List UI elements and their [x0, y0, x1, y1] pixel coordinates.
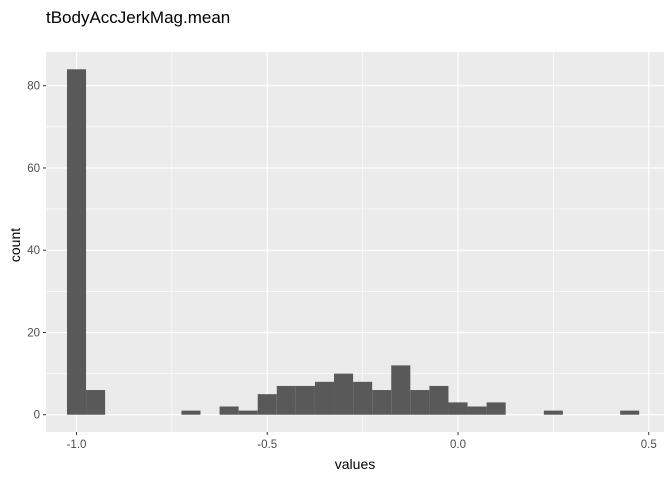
y-tick-label: 20	[27, 327, 40, 339]
histogram-bar	[66, 69, 87, 415]
histogram-bar	[238, 410, 258, 415]
histogram-bar	[467, 406, 487, 415]
x-tick-label: -1.0	[67, 439, 87, 451]
histogram-bar	[257, 394, 277, 415]
y-axis: 0 20 40 60 80	[27, 81, 46, 422]
histogram-bar	[543, 410, 563, 415]
minor-gridlines	[46, 52, 664, 432]
histogram-bar	[314, 381, 335, 415]
x-tick-label: -0.5	[257, 439, 277, 451]
histogram-bar	[391, 365, 411, 415]
y-axis-label: count	[7, 228, 23, 262]
major-gridlines	[46, 52, 664, 432]
histogram-bar	[181, 410, 201, 415]
y-tick-label: 60	[27, 163, 40, 175]
x-axis-label: values	[335, 456, 375, 472]
x-tick-label: 0.0	[450, 439, 466, 451]
x-tick-label: 0.5	[641, 439, 657, 451]
histogram-bar	[353, 381, 373, 415]
chart-title: tBodyAccJerkMag.mean	[46, 8, 230, 27]
histogram-bar	[219, 406, 239, 415]
histogram-bar	[620, 410, 640, 415]
x-axis: -1.0 -0.5 0.0 0.5	[67, 432, 657, 451]
histogram-bars	[66, 69, 640, 415]
histogram-bar	[86, 390, 106, 415]
plot-panel	[46, 52, 664, 432]
histogram-bar	[372, 390, 392, 415]
y-tick-label: 80	[27, 81, 40, 93]
y-tick-label: 0	[34, 410, 40, 422]
histogram-bar	[276, 385, 296, 415]
histogram-bar	[334, 373, 354, 415]
histogram-bar	[429, 385, 449, 415]
histogram-bar	[486, 402, 506, 415]
histogram-bar	[410, 390, 430, 415]
histogram-bar	[295, 385, 315, 415]
histogram-bar	[448, 402, 468, 415]
y-tick-label: 40	[27, 245, 40, 257]
